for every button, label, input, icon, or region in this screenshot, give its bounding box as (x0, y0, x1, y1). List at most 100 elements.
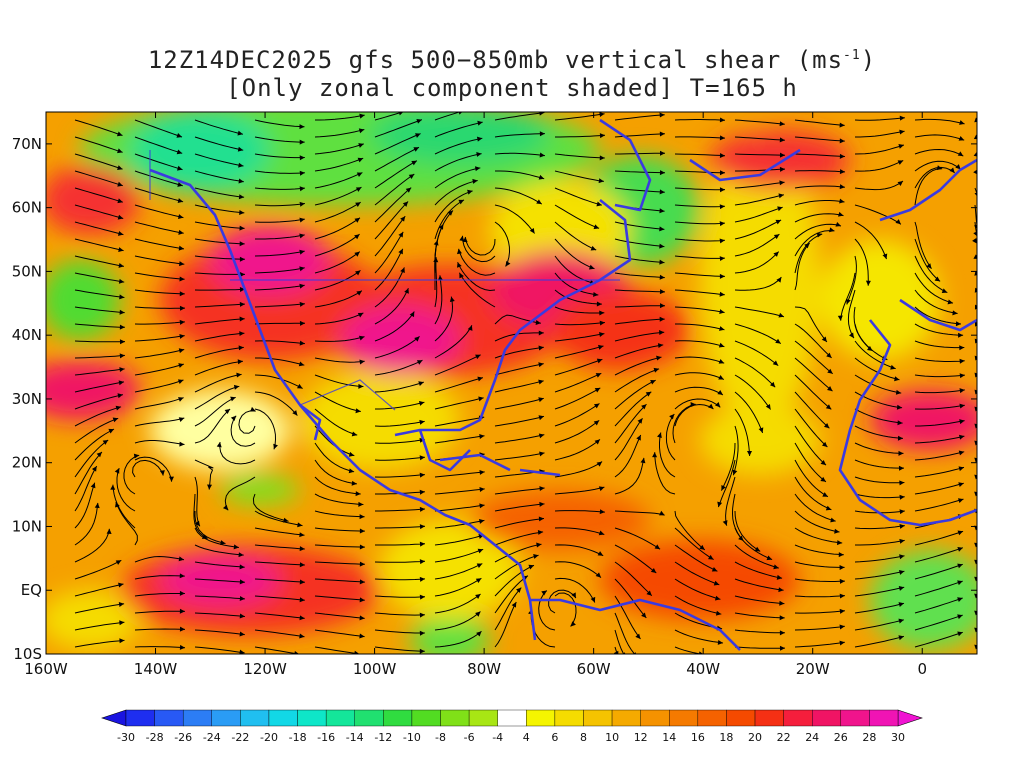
streamline-arrow (958, 466, 964, 472)
streamline-arrow (765, 403, 771, 410)
streamline (134, 456, 173, 482)
streamline (674, 187, 726, 191)
streamline-arrow (650, 379, 656, 385)
streamline (674, 595, 722, 615)
streamline-arrow (899, 129, 905, 135)
streamline-arrow (239, 579, 245, 585)
streamline (720, 442, 736, 491)
streamline (854, 160, 904, 172)
streamline-arrow (590, 596, 596, 603)
streamline-arrow (659, 274, 665, 280)
streamline-arrow (419, 630, 425, 636)
streamline-arrow (598, 178, 604, 184)
streamline-arrow (599, 155, 605, 161)
streamline (314, 493, 364, 505)
streamline (614, 403, 647, 444)
streamline (374, 629, 425, 634)
streamline (614, 272, 665, 279)
streamline-arrow (292, 410, 298, 416)
streamline (375, 401, 425, 410)
streamline (194, 459, 214, 490)
streamline-arrow (974, 117, 977, 123)
streamline (914, 547, 964, 563)
streamline (314, 172, 363, 189)
streamline (434, 121, 483, 138)
streamline (193, 493, 208, 540)
streamline (674, 544, 718, 572)
streamline (794, 223, 842, 240)
streamline (794, 459, 829, 498)
streamline (194, 346, 244, 359)
streamline (914, 498, 964, 512)
streamline-arrow (659, 150, 665, 156)
streamline (494, 397, 544, 410)
streamline (794, 357, 833, 392)
streamline (374, 187, 412, 223)
streamline-arrow (237, 359, 243, 365)
streamline (725, 476, 736, 526)
streamline-arrow (659, 131, 665, 137)
streamline (914, 255, 948, 294)
streamline (494, 531, 544, 546)
streamline (254, 187, 305, 190)
streamline-arrow (176, 133, 182, 138)
colorbar-label: -24 (203, 731, 221, 744)
streamline-arrow (177, 198, 184, 204)
streamline-arrow (719, 221, 725, 227)
streamline (254, 544, 305, 550)
streamline-arrow (359, 528, 365, 534)
streamline-arrow (896, 404, 903, 410)
streamline (194, 272, 245, 275)
streamline (614, 368, 660, 393)
streamline-arrow (433, 240, 439, 246)
streamline (374, 456, 425, 461)
streamline-arrow (433, 257, 439, 263)
streamline-arrow (355, 187, 362, 192)
streamline-arrow (273, 443, 278, 450)
streamline-arrow (529, 227, 535, 234)
streamline-arrow (238, 178, 244, 184)
streamline-arrow (957, 151, 964, 157)
streamline (314, 143, 364, 155)
streamline (554, 255, 596, 285)
streamline-arrow (415, 133, 421, 138)
streamline (434, 354, 481, 376)
streamline-arrow (719, 256, 725, 262)
streamline-arrow (718, 342, 725, 348)
streamline-arrow (299, 155, 305, 161)
streamline (734, 233, 780, 257)
streamline (554, 153, 605, 159)
streamline-arrow (477, 120, 483, 126)
streamline (74, 417, 119, 444)
streamline-arrow (538, 397, 544, 403)
streamline-arrow (974, 423, 977, 429)
streamline-arrow (538, 379, 544, 385)
streamline-arrow (659, 330, 665, 336)
streamline-arrow (528, 564, 534, 570)
streamline-arrow (476, 631, 482, 637)
streamline-arrow (974, 372, 977, 378)
streamline (134, 153, 183, 171)
streamline-arrow (118, 247, 124, 252)
streamline (734, 612, 785, 619)
streamline-arrow (541, 590, 547, 596)
colorbar-swatch (154, 709, 184, 727)
streamline-arrow (699, 544, 705, 550)
colorbar-swatch (611, 709, 641, 727)
streamline-arrow (838, 552, 844, 558)
streamline (914, 148, 964, 157)
streamline (219, 441, 256, 465)
streamline-arrow (117, 148, 123, 154)
streamline (314, 186, 362, 206)
streamline (854, 408, 903, 424)
streamline (974, 221, 977, 232)
streamline-arrow (899, 509, 905, 515)
colorbar-label: 14 (662, 731, 676, 744)
streamline (254, 391, 298, 416)
streamline (854, 586, 905, 597)
streamline-arrow (539, 451, 545, 457)
streamline (134, 255, 185, 265)
streamline (674, 527, 714, 561)
streamline (794, 185, 845, 189)
streamline-arrow (959, 358, 965, 364)
